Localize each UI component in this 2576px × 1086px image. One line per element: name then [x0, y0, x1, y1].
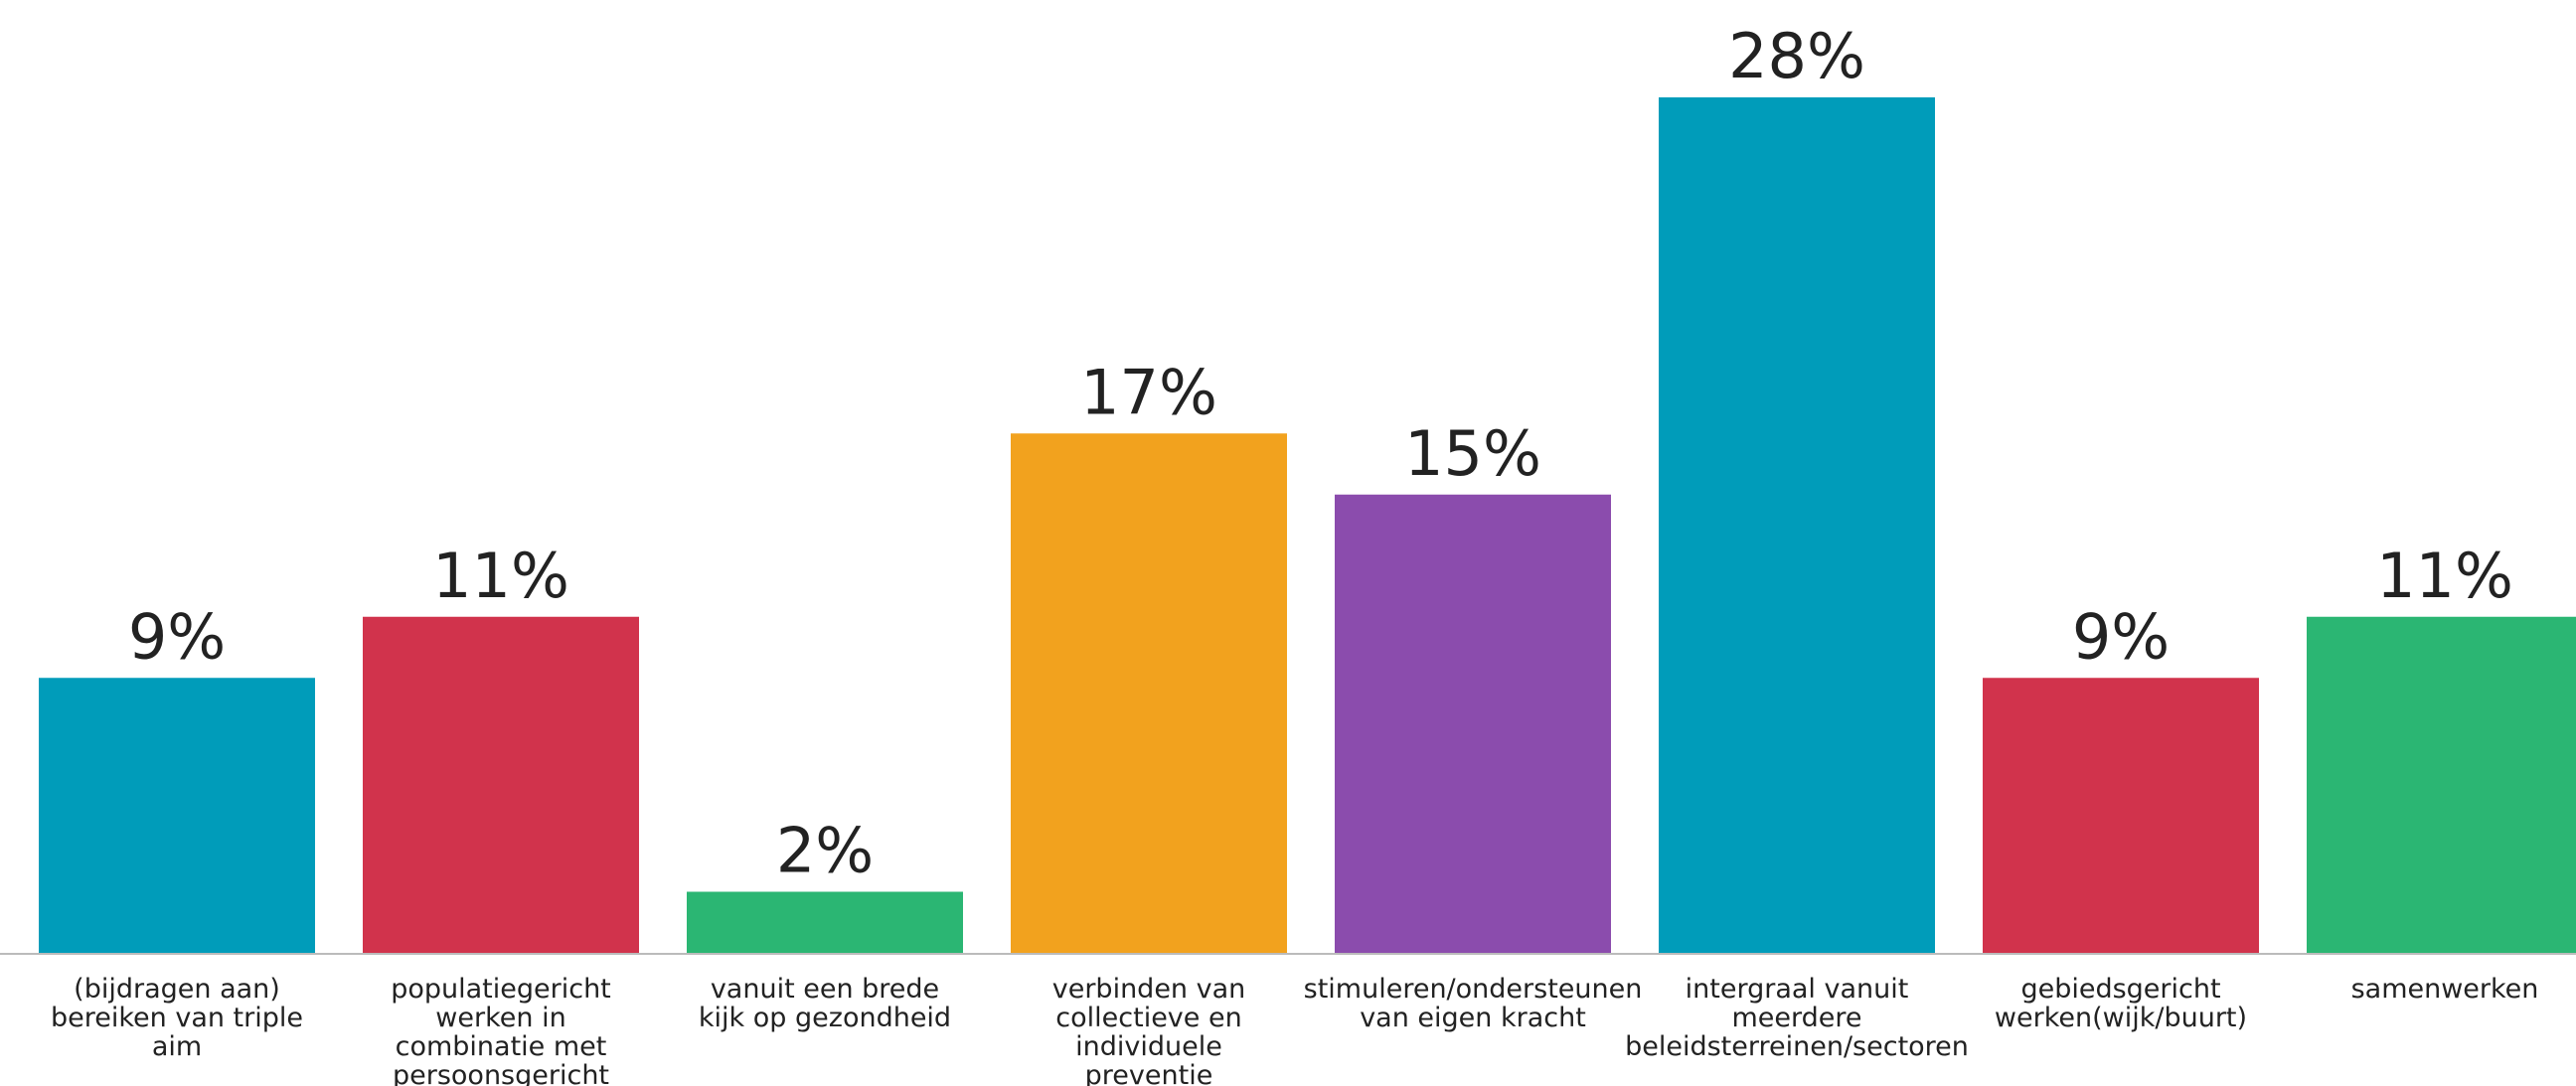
- bar-7: [1983, 678, 2259, 953]
- bar-3: [687, 891, 963, 953]
- category-label-7: gebiedsgericht werken(wijk/buurt): [1995, 974, 2247, 1033]
- value-label-4: 17%: [1080, 356, 1217, 428]
- bar-2: [363, 616, 639, 953]
- value-label-2: 11%: [432, 540, 569, 612]
- category-label-line: intergraal vanuit: [1686, 974, 1909, 1005]
- category-label-line: kijk op gezondheid: [699, 1003, 951, 1033]
- category-label-line: vanuit een brede: [711, 974, 939, 1005]
- category-label-line: (bijdragen aan): [74, 974, 280, 1005]
- value-label-6: 28%: [1728, 20, 1865, 92]
- category-label-line: individuele: [1075, 1031, 1222, 1062]
- category-label-line: preventie: [1085, 1060, 1213, 1086]
- category-label-line: populatiegericht: [391, 974, 611, 1005]
- category-label-line: werken in: [435, 1003, 565, 1033]
- category-label-5: stimuleren/ondersteunen van eigen kracht: [1304, 974, 1643, 1033]
- category-label-2: populatiegericht werken in combinatie met p…: [391, 974, 611, 1086]
- category-label-6: intergraal vanuit meerdere beleidsterreine…: [1625, 974, 1969, 1062]
- value-label-3: 2%: [776, 815, 874, 887]
- category-label-line: gebiedsgericht: [2020, 974, 2220, 1005]
- category-label-line: beleidsterreinen/sectoren: [1625, 1031, 1969, 1062]
- category-label-3: vanuit een brede kijk op gezondheid: [699, 974, 951, 1033]
- category-label-line: collectieve en: [1055, 1003, 1241, 1033]
- category-label-4: verbinden van collectieve en individuele pr…: [1052, 974, 1246, 1086]
- value-label-7: 9%: [2072, 600, 2170, 673]
- category-label-1: (bijdragen aan) bereiken van triple aim: [51, 974, 303, 1062]
- value-label-1: 9%: [128, 600, 226, 673]
- category-label-line: van eigen kracht: [1360, 1003, 1586, 1033]
- category-label-line: combinatie met: [396, 1031, 607, 1062]
- category-label-line: stimuleren/ondersteunen: [1304, 974, 1643, 1005]
- bar-8: [2307, 616, 2576, 953]
- bar-5: [1335, 494, 1611, 953]
- category-label-line: aim: [152, 1031, 202, 1062]
- bar-6: [1659, 97, 1935, 953]
- bar-4: [1011, 433, 1287, 953]
- category-label-8: samenwerken: [2351, 974, 2539, 1005]
- value-label-8: 11%: [2376, 540, 2513, 612]
- category-label-line: samenwerken: [2351, 974, 2539, 1005]
- category-label-line: verbinden van: [1052, 974, 1246, 1005]
- category-label-line: bereiken van triple: [51, 1003, 303, 1033]
- category-label-line: werken(wijk/buurt): [1995, 1003, 2247, 1033]
- category-label-line: meerdere: [1731, 1003, 1861, 1033]
- bar-1: [39, 678, 315, 953]
- value-label-5: 15%: [1404, 417, 1541, 490]
- category-label-line: persoonsgericht: [393, 1060, 609, 1086]
